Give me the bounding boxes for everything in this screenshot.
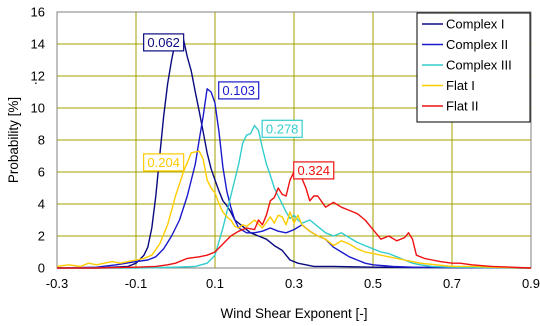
series-lines [56,35,532,269]
legend-box [416,12,531,123]
y-axis-ticks: 0 2 4 6 8 10 12 14 16 [31,5,45,276]
y-tick-label: 6 [38,165,45,180]
x-tick-label: -0.1 [125,276,147,291]
series-line-complex-iii [57,124,532,269]
annotation-complex-i: 0.062 [143,33,185,52]
annotation-label: 0.324 [297,163,330,178]
x-tick-label: 0.9 [522,276,540,291]
x-axis-ticks: -0.3 -0.1 0.1 0.3 0.5 0.7 0.9 [46,276,540,291]
annotations: 0.062 0.103 0.278 0.204 0.324 [143,33,335,180]
legend-label-complex-iii: Complex III [446,58,512,73]
y-tick-label: 8 [38,133,45,148]
y-tick-label: 16 [31,5,45,20]
y-tick-label: 12 [31,69,45,84]
x-tick-label: 0.5 [364,276,382,291]
series-line-complex-ii [56,88,532,269]
y-tick-label: 10 [31,101,45,116]
x-tick-label: 0.7 [443,276,461,291]
legend-label-complex-ii: Complex II [446,37,508,52]
legend-label-flat-i: Flat I [446,78,475,93]
series-line-flat-i [56,150,532,269]
y-tick-label: 14 [31,37,45,52]
y-axis-title: Probability [%] [6,97,21,183]
annotation-box [261,119,303,138]
annotation-label: 0.103 [222,83,255,98]
legend: Complex I Complex II Complex III Flat I Flat… [416,12,531,123]
series-line-flat-ii [57,168,532,269]
y-tick-label: 4 [38,197,45,212]
annotation-box [218,81,260,100]
series-line-complex-i [57,35,532,269]
annotation-label: 0.204 [147,155,180,170]
x-axis-title: Wind Shear Exponent [-] [220,306,367,321]
x-tick-label: 0.1 [206,276,224,291]
gridlines [57,12,531,268]
annotation-label: 0.062 [147,35,180,50]
annotation-label: 0.278 [266,121,299,136]
annotation-complex-iii: 0.278 [261,119,303,138]
y-tick-label: 0 [38,261,45,276]
annotation-complex-ii: 0.103 [218,81,260,100]
annotation-flat-ii: 0.324 [293,161,335,180]
annotation-box [143,33,185,52]
annotation-box [293,161,335,180]
x-tick-label: -0.3 [46,276,68,291]
annotation-flat-i: 0.204 [143,153,185,172]
y-tick-label: 2 [38,229,45,244]
legend-label-flat-ii: Flat II [446,99,479,114]
annotation-box [143,153,185,172]
y-axis-title-dot: . [34,72,38,87]
legend-label-complex-i: Complex I [446,17,505,32]
x-tick-label: 0.3 [285,276,303,291]
